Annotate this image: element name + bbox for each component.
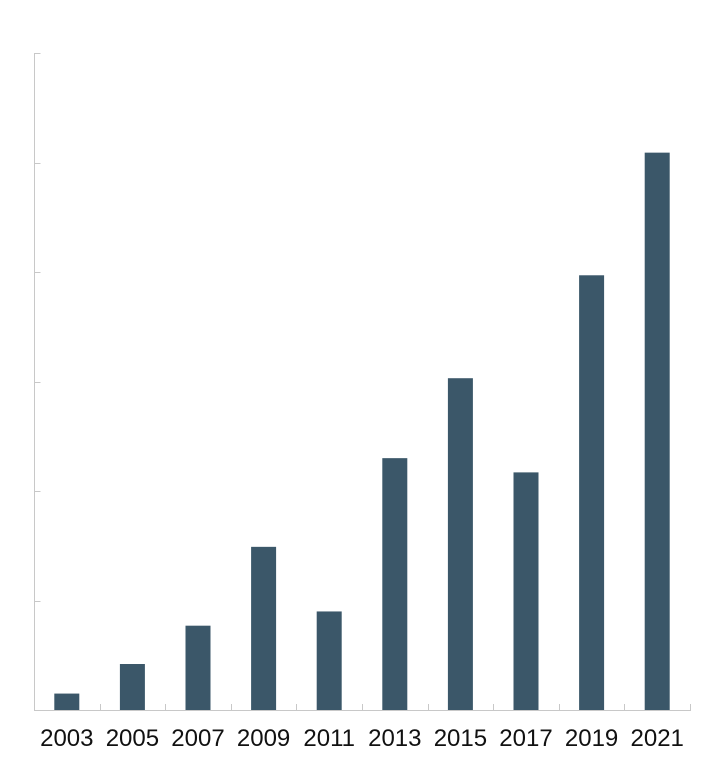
x-tick-label-2015: 2015 xyxy=(434,725,487,752)
x-tick-label-2017: 2017 xyxy=(499,725,552,752)
x-tick-labels: 2003 2005 2007 2009 2011 2013 2015 2017 2019 2021 xyxy=(40,725,684,752)
bar-2007 xyxy=(185,625,211,710)
x-axis xyxy=(34,704,691,711)
x-tick-label-2011: 2011 xyxy=(303,725,355,752)
y-axis xyxy=(34,53,41,711)
x-tick-label-2009: 2009 xyxy=(237,725,290,752)
x-tick-label-2021: 2021 xyxy=(631,725,684,752)
x-tick-label-2005: 2005 xyxy=(106,725,159,752)
x-tick-label-2007: 2007 xyxy=(171,725,224,752)
bar-2003 xyxy=(54,693,80,710)
bar-2013 xyxy=(382,458,408,710)
bars xyxy=(54,152,670,710)
bar-2017 xyxy=(513,472,539,710)
x-tick-label-2019: 2019 xyxy=(565,725,618,752)
bar-2009 xyxy=(251,546,277,710)
bar-2021 xyxy=(644,152,670,710)
bar-2011 xyxy=(316,611,342,710)
bar-2019 xyxy=(579,275,605,710)
x-tick-label-2013: 2013 xyxy=(368,725,421,752)
bar-2015 xyxy=(447,378,473,710)
x-tick-label-2003: 2003 xyxy=(40,725,93,752)
bar-2005 xyxy=(119,664,145,710)
